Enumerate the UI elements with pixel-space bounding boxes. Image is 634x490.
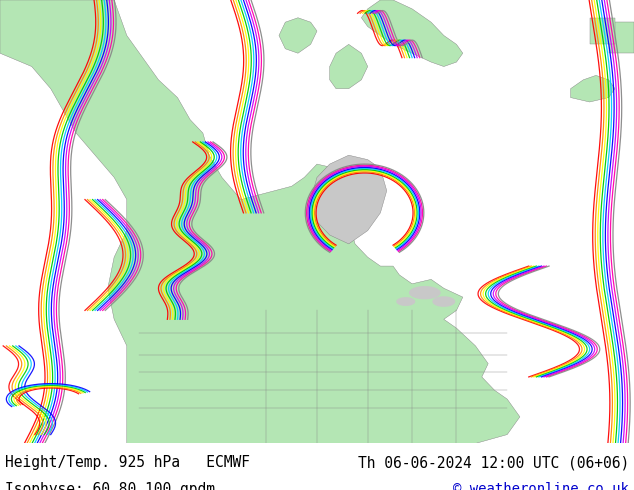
- Polygon shape: [279, 18, 317, 53]
- Text: Isophyse: 60 80 100 gpdm: Isophyse: 60 80 100 gpdm: [5, 482, 215, 490]
- Polygon shape: [396, 297, 415, 306]
- Polygon shape: [609, 22, 634, 53]
- Polygon shape: [330, 44, 368, 89]
- Polygon shape: [590, 18, 615, 44]
- Polygon shape: [409, 286, 441, 299]
- Polygon shape: [432, 296, 455, 307]
- Text: Height/Temp. 925 hPa   ECMWF: Height/Temp. 925 hPa ECMWF: [5, 455, 250, 470]
- Polygon shape: [311, 155, 387, 244]
- Polygon shape: [361, 0, 463, 67]
- Polygon shape: [0, 0, 520, 443]
- Text: Th 06-06-2024 12:00 UTC (06+06): Th 06-06-2024 12:00 UTC (06+06): [358, 455, 629, 470]
- Text: © weatheronline.co.uk: © weatheronline.co.uk: [453, 482, 629, 490]
- Polygon shape: [571, 75, 615, 102]
